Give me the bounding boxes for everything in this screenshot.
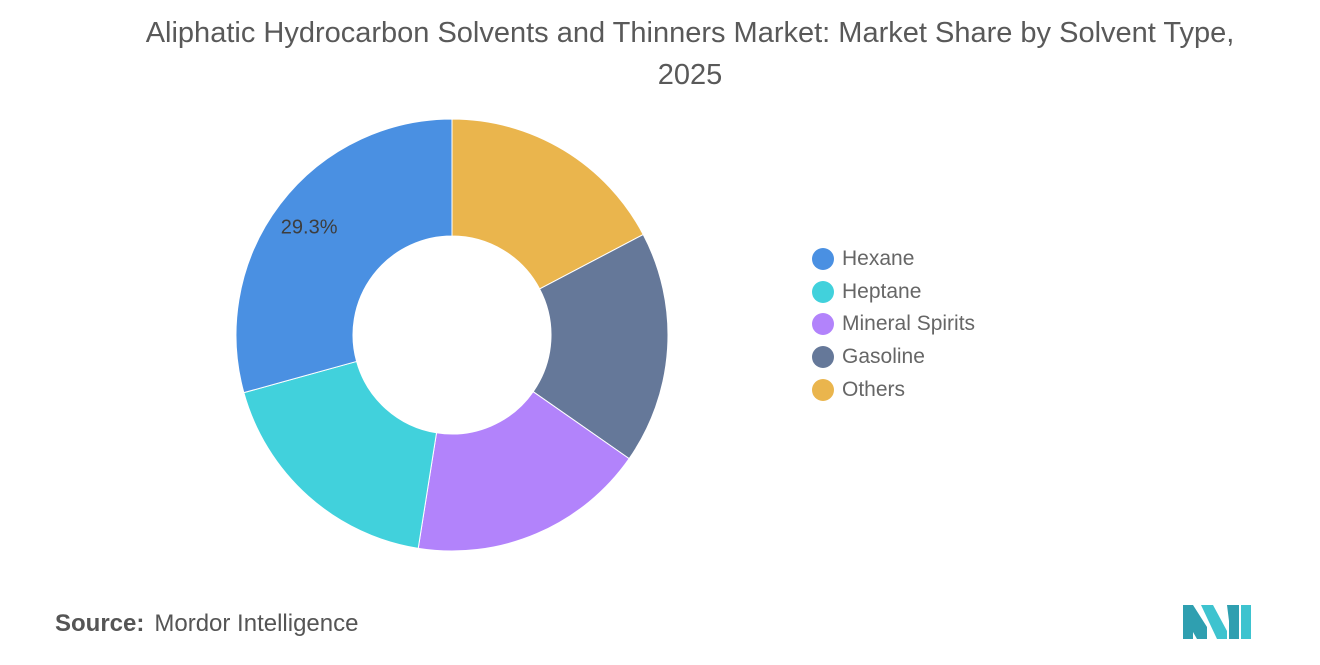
legend-swatch xyxy=(812,313,834,336)
legend-label: Gasoline xyxy=(842,345,925,369)
legend-item-mineral-spirits: Mineral Spirits xyxy=(812,308,975,341)
legend-swatch xyxy=(812,280,834,303)
source-note: Source: Mordor Intelligence xyxy=(55,610,358,638)
legend-item-heptane: Heptane xyxy=(812,276,975,309)
legend-label: Heptane xyxy=(842,279,922,303)
data-label-hexane: 29.3% xyxy=(281,216,338,238)
legend-label: Mineral Spirits xyxy=(842,312,976,336)
mordor-intelligence-logo xyxy=(1183,605,1251,639)
legend-item-gasoline: Gasoline xyxy=(812,341,975,374)
legend-swatch xyxy=(812,378,834,401)
chart-title: Aliphatic Hydrocarbon Solvents and Thinn… xyxy=(145,17,1235,91)
slice-hexane xyxy=(235,118,453,394)
legend-item-hexane: Hexane xyxy=(812,243,975,276)
legend-item-others: Others xyxy=(812,373,975,406)
source-label: Source: xyxy=(55,610,145,637)
slice-gasoline xyxy=(532,233,669,460)
legend-label: Hexane xyxy=(842,247,915,271)
source-value: Mordor Intelligence xyxy=(154,610,359,637)
slice-mineral-spirits xyxy=(417,390,630,552)
legend-swatch xyxy=(812,346,834,369)
legend-label: Others xyxy=(842,377,906,401)
legend-swatch xyxy=(812,248,834,271)
slice-heptane xyxy=(243,360,438,549)
legend: Hexane Heptane Mineral Spirits Gasoline Othe… xyxy=(812,243,975,406)
slice-others xyxy=(451,118,644,290)
